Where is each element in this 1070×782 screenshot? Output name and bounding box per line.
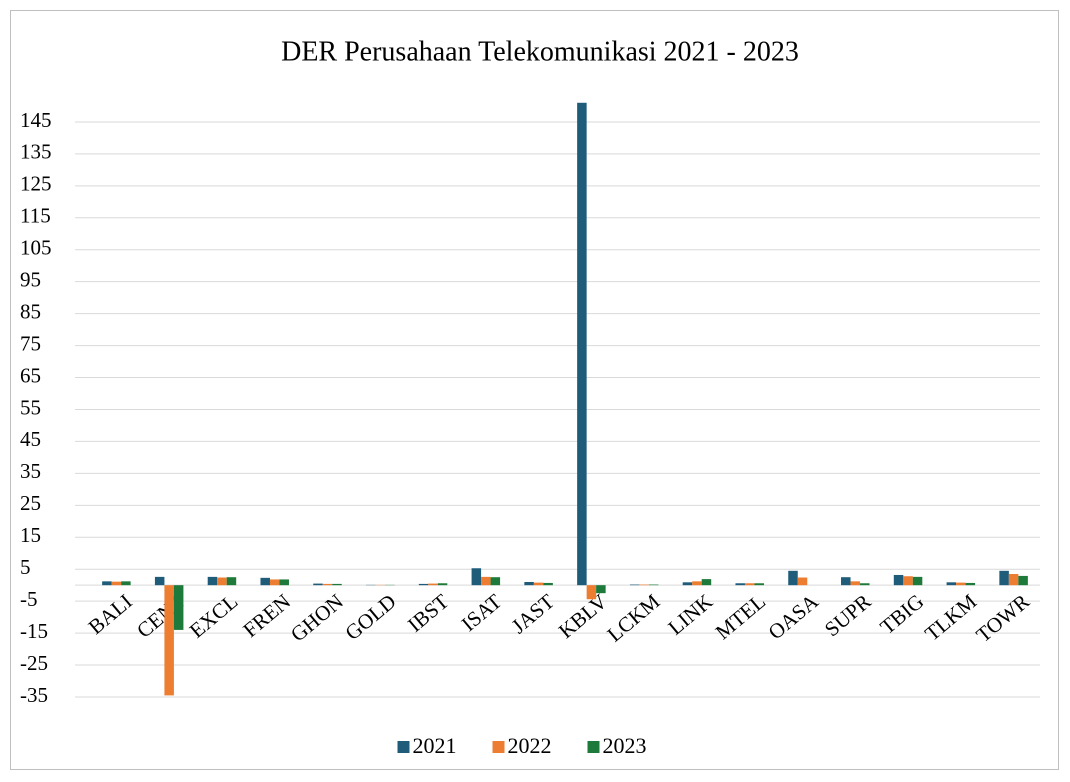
y-tick-label: -25 [20,651,48,675]
legend-label: 2021 [413,733,457,758]
y-tick-label: 35 [20,459,41,483]
legend-label: 2022 [508,733,552,758]
y-tick-label: 75 [20,331,41,355]
bar [894,575,904,585]
y-tick-label: 15 [20,523,41,547]
bar [491,577,501,585]
bar [947,582,957,585]
chart-title: DER Perusahaan Telekomunikasi 2021 - 202… [281,36,799,67]
bar [1018,576,1028,585]
bar [260,578,270,585]
bar [227,577,237,585]
bar [841,577,851,585]
y-tick-label: 125 [20,172,52,196]
bar [913,577,923,585]
y-tick-label: -5 [20,587,38,611]
bar [217,578,227,586]
bar [279,579,289,585]
bar [683,582,693,585]
chart: DER Perusahaan Telekomunikasi 2021 - 202… [0,0,1070,782]
bar [164,585,174,695]
bar [332,584,342,585]
y-tick-label: 135 [20,140,52,164]
bar [155,577,165,585]
bar [438,583,448,585]
bar [851,581,861,585]
y-tick-label: 85 [20,299,41,323]
bar [860,583,870,585]
y-tick-label: 55 [20,395,41,419]
bar [903,576,913,585]
bar [419,584,429,585]
bar [798,578,808,586]
bar [313,584,323,586]
y-tick-label: -35 [20,683,48,707]
bar [596,585,606,593]
bar [534,583,544,586]
legend-swatch [588,741,600,753]
y-tick-label: 45 [20,427,41,451]
bar [577,103,587,585]
bar [174,585,184,630]
bar [481,577,491,585]
bar [649,585,659,586]
y-tick-label: 95 [20,267,41,291]
y-tick-label: 105 [20,236,52,260]
bar [524,582,534,585]
bar [702,579,712,585]
bar [102,581,112,585]
bar [754,583,764,585]
y-tick-label: 65 [20,363,41,387]
y-tick-label: 5 [20,555,31,579]
bar [208,577,218,585]
y-tick-label: 145 [20,108,52,132]
bar [788,571,798,585]
bar [428,584,438,586]
bar [323,584,333,585]
bar [966,583,976,585]
bar [692,581,702,585]
bar [630,585,640,586]
bar [472,568,482,585]
y-tick-label: -15 [20,619,48,643]
bar [270,579,280,585]
bar [112,582,122,586]
legend-label: 2023 [603,733,647,758]
legend-swatch [493,741,505,753]
bar [121,581,131,585]
bar [543,583,553,585]
y-tick-label: 25 [20,491,41,515]
bar [999,571,1009,585]
bar [956,583,966,586]
bar [1009,574,1019,585]
bar [639,585,649,586]
legend-swatch [398,741,410,753]
bar [587,585,597,599]
y-tick-label: 115 [20,204,51,228]
bar [745,583,755,585]
bar [735,583,745,585]
